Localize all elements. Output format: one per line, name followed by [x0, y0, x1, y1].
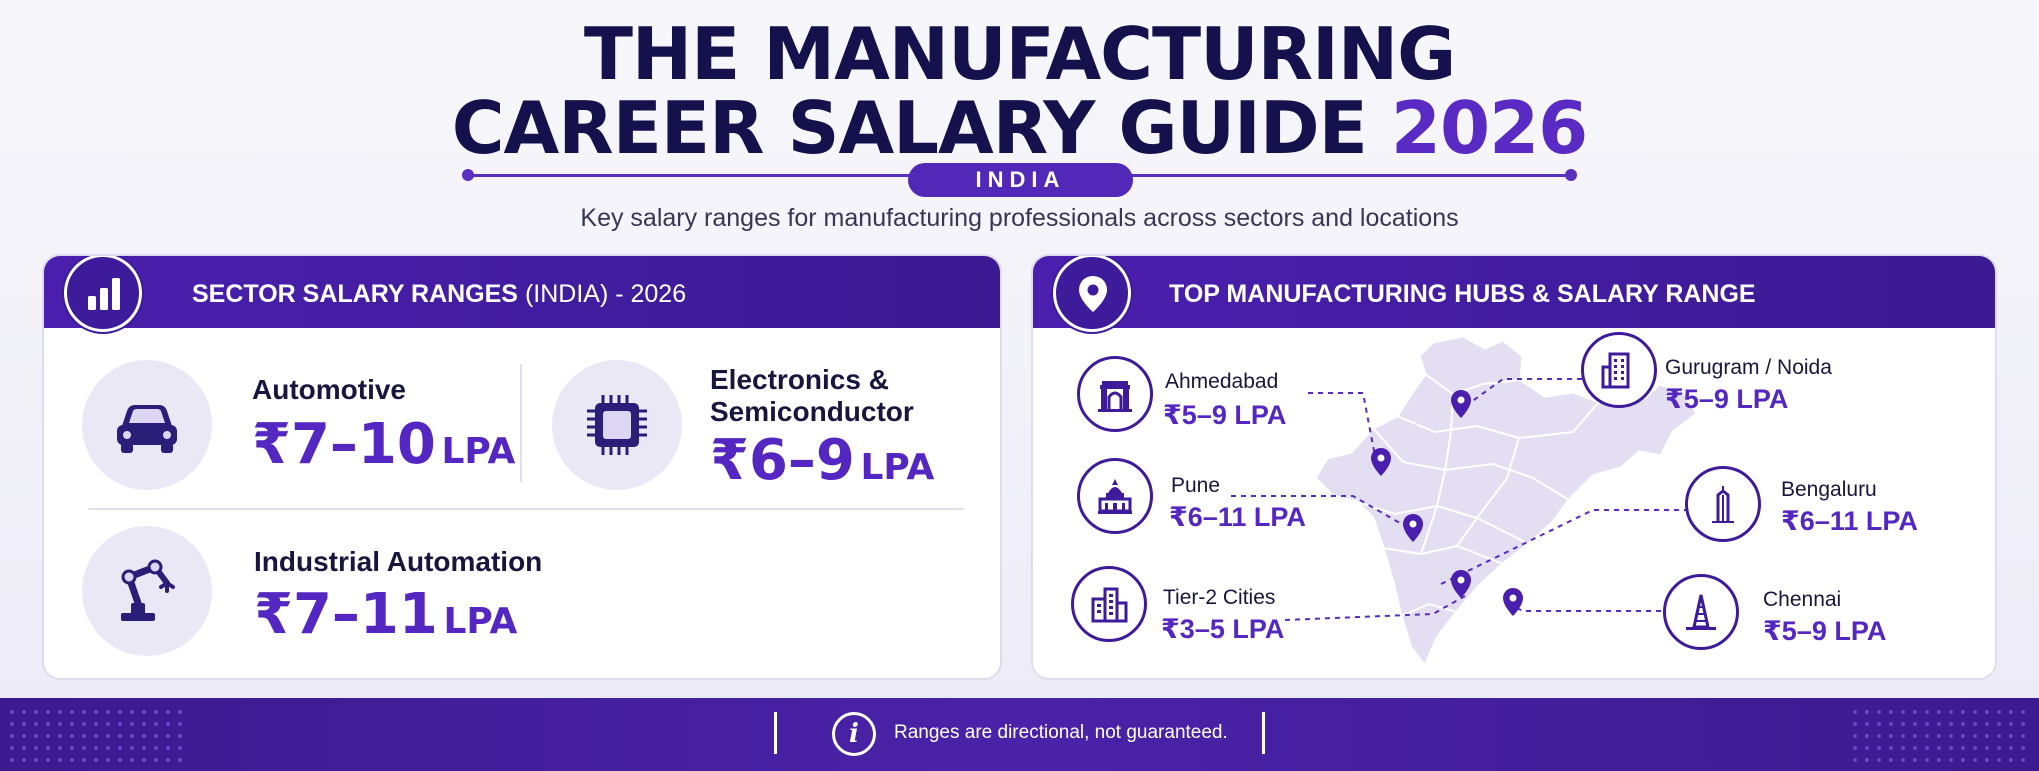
hub-range-bengaluru: ₹6–11 LPA — [1781, 506, 1918, 536]
footer-divider-right — [1262, 712, 1265, 754]
sector-range-industrial-automation: ₹7–11 LPA — [254, 582, 518, 647]
hub-connectors — [1231, 378, 1699, 621]
footer-dot-pattern-left — [8, 708, 188, 762]
panel-header: TOP MANUFACTURING HUBS & SALARY RANGE — [1033, 256, 1995, 328]
car-icon — [82, 360, 212, 490]
sector-salary-panel: SECTOR SALARY RANGES (INDIA) - 2026 Auto… — [42, 254, 1002, 680]
hub-range-ahmedabad: ₹5–9 LPA — [1163, 400, 1287, 430]
india-map — [1231, 334, 1699, 669]
manufacturing-hubs-panel: TOP MANUFACTURING HUBS & SALARY RANGE — [1031, 254, 1997, 680]
rule-dot-right — [1565, 169, 1577, 181]
panel-title: TOP MANUFACTURING HUBS & SALARY RANGE — [1169, 280, 1756, 308]
hub-name-bengaluru: Bengaluru — [1781, 478, 1877, 501]
rule-dot-left — [462, 169, 474, 181]
hub-range-tier2: ₹3–5 LPA — [1161, 614, 1285, 644]
panel-title-bold: SECTOR SALARY RANGES — [192, 280, 518, 308]
country-pill: INDIA — [908, 163, 1133, 197]
title-year: 2026 — [1390, 86, 1588, 170]
city-buildings-icon — [1071, 566, 1147, 642]
footer-disclaimer: Ranges are directional, not guaranteed. — [894, 722, 1228, 743]
hub-name-pune: Pune — [1171, 474, 1221, 497]
page-title-line2: CAREER SALARY GUIDE 2026 — [0, 88, 2039, 168]
title-main: CAREER SALARY GUIDE — [451, 86, 1368, 170]
info-icon: i — [832, 712, 876, 756]
temple-icon — [1663, 574, 1739, 650]
page-subtitle: Key salary ranges for manufacturing prof… — [580, 204, 1459, 232]
hub-range-pune: ₹6–11 LPA — [1169, 502, 1306, 532]
panel-title: SECTOR SALARY RANGES (INDIA) - 2026 — [192, 280, 686, 309]
state-borders — [1356, 373, 1600, 617]
sector-name-automotive: Automotive — [252, 374, 406, 405]
sector-range-electronics: ₹6–9 LPA — [710, 428, 935, 493]
hub-range-gurugram-noida: ₹5–9 LPA — [1665, 384, 1789, 414]
hub-name-tier2: Tier-2 Cities — [1163, 586, 1276, 609]
panel-title-light: (INDIA) - 2026 — [524, 280, 687, 308]
footer-dot-pattern-right — [1851, 708, 2031, 762]
palace-icon — [1077, 458, 1153, 534]
microchip-icon — [552, 360, 682, 490]
gateway-monument-icon — [1077, 356, 1153, 432]
hub-name-ahmedabad: Ahmedabad — [1165, 370, 1279, 393]
footer-bar: i Ranges are directional, not guaranteed… — [0, 698, 2039, 771]
sector-name-industrial-automation: Industrial Automation — [254, 546, 543, 577]
sector-divider-vertical — [520, 364, 522, 482]
map-pins — [1371, 390, 1523, 616]
hub-name-gurugram-noida: Gurugram / Noida — [1665, 356, 1832, 379]
robotic-arm-icon — [82, 526, 212, 656]
sector-range-automotive: ₹7–10 LPA — [252, 412, 516, 477]
panel-header: SECTOR SALARY RANGES (INDIA) - 2026 — [44, 256, 1000, 328]
hub-range-chennai: ₹5–9 LPA — [1763, 616, 1887, 646]
skyscraper-icon — [1685, 466, 1761, 542]
office-tower-icon — [1581, 332, 1657, 408]
location-pin-icon — [1053, 256, 1131, 332]
bar-chart-icon — [64, 256, 142, 332]
sector-name-electronics: Electronics & Semiconductor — [710, 364, 914, 427]
page-title-line1: THE MANUFACTURING — [583, 12, 1456, 96]
footer-divider-left — [774, 712, 777, 754]
hub-name-chennai: Chennai — [1763, 588, 1842, 611]
sector-divider-horizontal — [88, 508, 964, 510]
